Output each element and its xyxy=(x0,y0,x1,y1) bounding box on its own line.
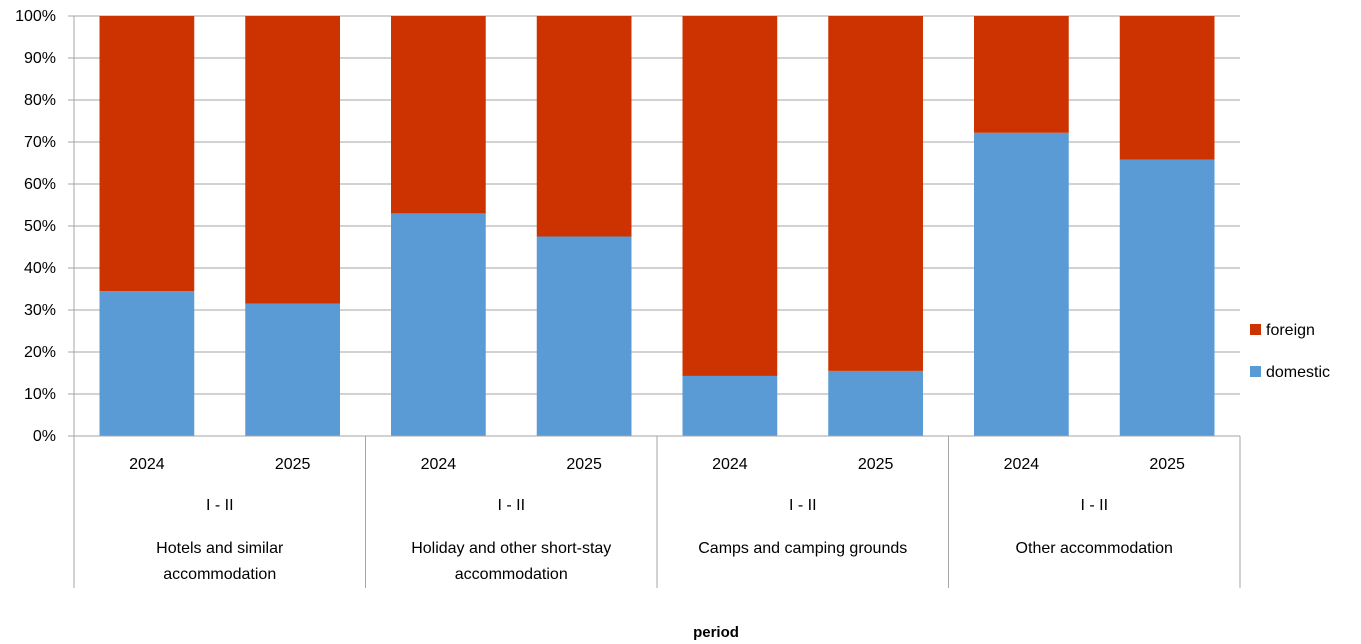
bar-foreign xyxy=(828,16,923,371)
bar-domestic xyxy=(974,132,1069,436)
bar-foreign xyxy=(99,16,195,292)
bar-foreign xyxy=(682,16,778,376)
y-tick-label: 100% xyxy=(15,8,56,25)
y-tick-label: 60% xyxy=(24,176,56,193)
x-year-label: 2025 xyxy=(275,456,311,473)
x-group-label: accommodation xyxy=(455,566,568,583)
y-tick-label: 10% xyxy=(24,386,56,403)
y-tick-label: 50% xyxy=(24,218,56,235)
legend: foreign domestic xyxy=(1250,322,1330,381)
bar-domestic xyxy=(682,375,778,436)
x-group-label: accommodation xyxy=(163,566,276,583)
y-tick-label: 30% xyxy=(24,302,56,319)
bar-foreign xyxy=(1119,16,1215,160)
x-year-label: 2024 xyxy=(1004,456,1040,473)
legend-label-domestic: domestic xyxy=(1266,364,1330,381)
legend-swatch-domestic xyxy=(1250,366,1261,377)
bar-domestic xyxy=(1119,159,1215,436)
x-year-label: 2025 xyxy=(1149,456,1185,473)
x-year-label: 2024 xyxy=(129,456,165,473)
x-group-label: Camps and camping grounds xyxy=(698,540,907,557)
bar-foreign xyxy=(536,16,632,237)
x-year-label: 2024 xyxy=(712,456,748,473)
bars xyxy=(99,16,1215,436)
bar-foreign xyxy=(391,16,486,214)
y-tick-label: 70% xyxy=(24,134,56,151)
bar-domestic xyxy=(536,236,632,436)
x-year-label: 2025 xyxy=(566,456,602,473)
y-axis-tick-labels: 0% 10% 20% 30% 40% 50% 60% 70% 80% 90% 100% xyxy=(15,8,56,445)
x-group-label: Holiday and other short-stay xyxy=(411,540,611,557)
x-group-label: Other accommodation xyxy=(1016,540,1173,557)
y-tick-label: 20% xyxy=(24,344,56,361)
x-year-label: 2025 xyxy=(858,456,894,473)
x-period-label: I - II xyxy=(1080,497,1108,514)
y-tick-label: 90% xyxy=(24,50,56,67)
x-period-label: I - II xyxy=(497,497,525,514)
legend-swatch-foreign xyxy=(1250,324,1261,335)
x-period-label: I - II xyxy=(206,497,234,514)
y-tick-label: 40% xyxy=(24,260,56,277)
x-group-label: Hotels and similar xyxy=(156,540,284,557)
x-axis-category-labels: 2024 2025 I - II Hotels and similar accommod… xyxy=(129,456,1185,583)
x-axis-title: period xyxy=(693,624,739,641)
y-tick-label: 0% xyxy=(33,428,56,445)
x-period-label: I - II xyxy=(789,497,817,514)
x-year-label: 2024 xyxy=(421,456,457,473)
y-tick-label: 80% xyxy=(24,92,56,109)
bar-foreign xyxy=(245,16,340,304)
bar-domestic xyxy=(245,303,340,436)
bar-domestic xyxy=(99,291,195,436)
bar-domestic xyxy=(391,213,486,436)
bar-domestic xyxy=(828,370,923,436)
bar-foreign xyxy=(974,16,1069,133)
legend-label-foreign: foreign xyxy=(1266,322,1315,339)
axes xyxy=(68,15,1241,588)
